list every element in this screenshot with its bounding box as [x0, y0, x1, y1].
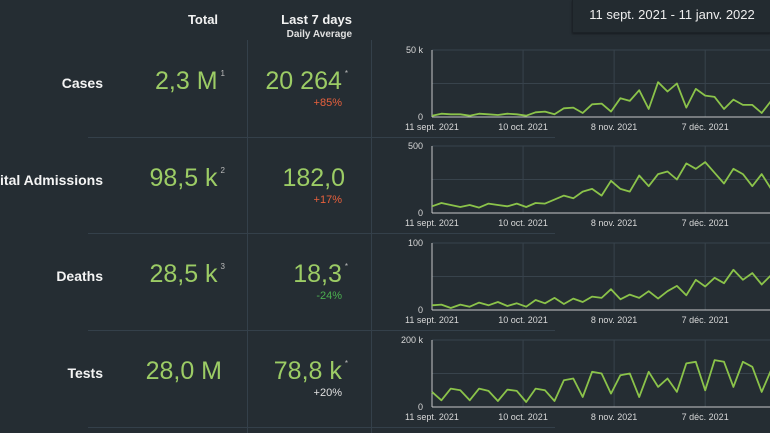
daily-average-value: 78,8 k *: [230, 357, 348, 386]
y-tick-label: 200 k: [401, 335, 424, 345]
series-line: [431, 161, 770, 209]
metric-label: Cases: [61, 75, 103, 91]
metric-label: Deaths: [56, 268, 103, 284]
y-tick-label: 0: [418, 112, 423, 122]
footnote-marker: 2: [220, 166, 225, 175]
x-tick-label: 7 déc. 2021: [682, 315, 729, 325]
y-tick-label: 0: [418, 208, 423, 218]
y-tick-label: 0: [418, 305, 423, 315]
x-tick-label: 8 nov. 2021: [591, 122, 637, 132]
x-tick-label: 8 nov. 2021: [591, 315, 637, 325]
x-tick-label: 10 oct. 2021: [498, 122, 548, 132]
series-line: [431, 268, 770, 309]
column-header-total: Total: [187, 12, 219, 27]
x-tick-label: 8 nov. 2021: [591, 412, 637, 422]
sparkline-chart: 11 sept. 2021 10 oct. 2021 8 nov. 2021 7 dé…: [405, 141, 770, 228]
change-percent: +20%: [313, 387, 342, 399]
column-header-daily-average: Daily Average: [286, 29, 352, 40]
column-header-last7: Last 7 days: [281, 12, 352, 27]
footnote-marker: *: [344, 359, 348, 368]
change-percent: +85%: [313, 97, 342, 109]
series-line: [431, 81, 770, 117]
sparkline-chart: 11 sept. 2021 10 oct. 2021 8 nov. 2021 7 dé…: [405, 45, 770, 132]
series-line: [431, 359, 770, 403]
y-tick-label: 50 k: [406, 45, 424, 55]
metric-label: Tests: [67, 365, 103, 381]
x-tick-label: 11 sept. 2021: [405, 412, 459, 422]
y-tick-label: 100: [408, 238, 423, 248]
footnote-marker: *: [344, 262, 348, 271]
footnote-marker: *: [344, 69, 348, 78]
x-tick-label: 10 oct. 2021: [498, 218, 548, 228]
divider: [371, 40, 372, 433]
footnote-marker: 3: [220, 262, 225, 271]
x-tick-label: 8 nov. 2021: [591, 218, 637, 228]
metric-label: Hospital Admissions: [0, 172, 103, 188]
x-tick-label: 11 sept. 2021: [405, 122, 459, 132]
change-percent: +17%: [313, 194, 342, 206]
x-tick-label: 11 sept. 2021: [405, 315, 459, 325]
average-number: 20 264: [265, 67, 342, 95]
footnote-marker: 1: [220, 69, 225, 78]
y-tick-label: 0: [418, 402, 423, 412]
total-number: 98,5 k: [149, 164, 218, 192]
average-number: 182,0: [282, 164, 345, 192]
x-tick-label: 7 déc. 2021: [682, 218, 729, 228]
total-number: 28,5 k: [149, 260, 218, 288]
total-number: 2,3 M: [155, 67, 218, 95]
divider: [88, 137, 555, 138]
total-value: 28,0 M: [100, 357, 225, 386]
y-tick-label: 500: [408, 141, 423, 151]
daily-average-value: 182,0: [230, 164, 348, 193]
total-number: 28,0 M: [145, 357, 222, 385]
average-number: 78,8 k: [273, 357, 342, 385]
daily-average-value: 18,3 *: [230, 260, 348, 289]
x-tick-label: 11 sept. 2021: [405, 218, 459, 228]
x-tick-label: 10 oct. 2021: [498, 315, 548, 325]
average-number: 18,3: [293, 260, 342, 288]
divider: [88, 330, 555, 331]
x-tick-label: 10 oct. 2021: [498, 412, 548, 422]
change-percent: -24%: [316, 290, 342, 302]
sparkline-chart: 11 sept. 2021 10 oct. 2021 8 nov. 2021 7 dé…: [401, 335, 770, 422]
divider: [88, 233, 555, 234]
x-tick-label: 7 déc. 2021: [682, 122, 729, 132]
sparkline-chart: 11 sept. 2021 10 oct. 2021 8 nov. 2021 7 dé…: [405, 238, 770, 325]
x-tick-label: 7 déc. 2021: [682, 412, 729, 422]
divider: [247, 40, 248, 433]
date-range-selector[interactable]: 11 sept. 2021 - 11 janv. 2022: [572, 0, 770, 33]
daily-average-value: 20 264 *: [230, 67, 348, 96]
divider: [88, 427, 555, 428]
